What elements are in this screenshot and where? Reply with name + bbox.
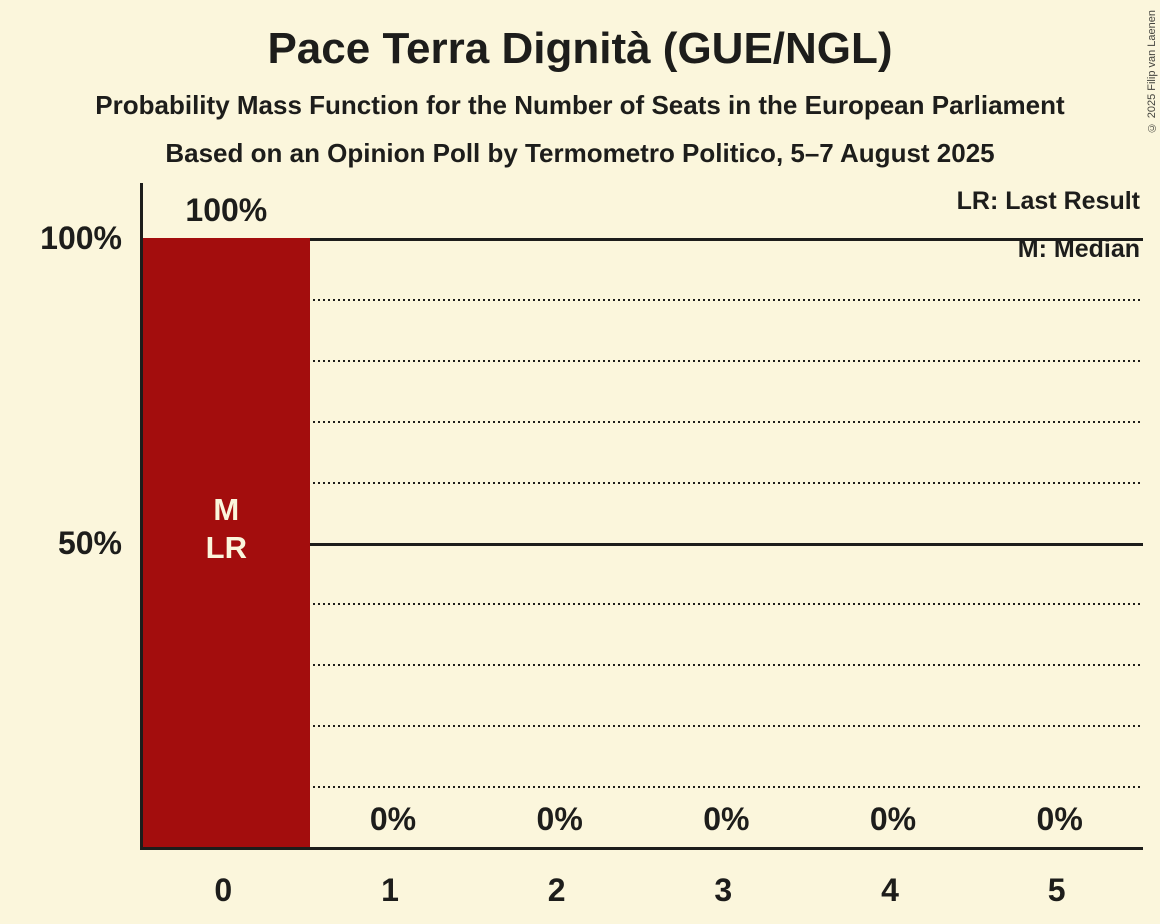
bar-value-label-3: 0% xyxy=(703,801,750,837)
x-tick-4: 4 xyxy=(881,872,899,908)
x-tick-1: 1 xyxy=(381,872,399,908)
bar-seats-0 xyxy=(143,238,310,847)
bar-value-label-1: 0% xyxy=(369,801,417,837)
gridline-dotted-60pct xyxy=(143,481,1143,484)
legend: LR: Last Result M: Median xyxy=(957,186,1140,264)
bar-value-label-5: 0% xyxy=(1036,801,1083,837)
gridline-dotted-20pct xyxy=(143,725,1143,728)
y-tick-100pct: 100% xyxy=(40,220,122,256)
plot-area: 100% 0% 0% 0% 0% 0% M LR xyxy=(140,183,1143,850)
gridline-dotted-40pct xyxy=(143,603,1143,606)
gridline-dotted-90pct xyxy=(143,298,1143,301)
gridline-solid-50pct xyxy=(143,542,1143,546)
chart-subtitle: Probability Mass Function for the Number… xyxy=(95,90,1065,120)
x-tick-0: 0 xyxy=(214,872,233,908)
gridline-dotted-70pct xyxy=(143,420,1143,423)
gridline-dotted-10pct xyxy=(143,786,1143,789)
chart-title: Pace Terra Dignità (GUE/NGL) xyxy=(267,24,893,73)
legend-last-result: LR: Last Result xyxy=(956,187,1140,215)
x-tick-3: 3 xyxy=(714,872,733,908)
bar-annotation-median-lastresult: M LR xyxy=(205,492,247,565)
y-tick-50pct: 50% xyxy=(57,525,122,561)
bar-value-label-0: 100% xyxy=(185,192,268,228)
gridline-dotted-80pct xyxy=(143,359,1143,362)
bar-value-label-2: 0% xyxy=(536,801,583,837)
chart-source-line: Based on an Opinion Poll by Termometro P… xyxy=(165,138,995,168)
bar-value-label-4: 0% xyxy=(869,801,917,837)
legend-median: M: Median xyxy=(1017,235,1140,263)
x-tick-5: 5 xyxy=(1047,872,1066,908)
gridline-dotted-30pct xyxy=(143,664,1143,667)
x-tick-2: 2 xyxy=(547,872,566,908)
gridline-solid-100pct xyxy=(143,238,1143,241)
